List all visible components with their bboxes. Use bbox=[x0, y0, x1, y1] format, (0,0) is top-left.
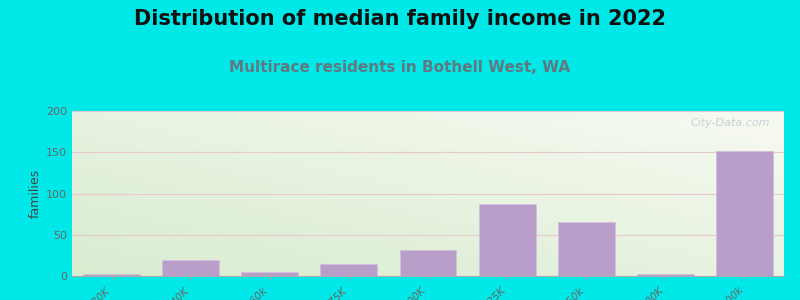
Y-axis label: families: families bbox=[29, 169, 42, 218]
Bar bbox=[321, 265, 378, 276]
Bar bbox=[637, 274, 694, 276]
Bar bbox=[478, 204, 535, 276]
Bar bbox=[162, 260, 219, 276]
Bar bbox=[399, 250, 457, 276]
Bar bbox=[716, 151, 773, 276]
Bar bbox=[558, 221, 614, 276]
Text: Multirace residents in Bothell West, WA: Multirace residents in Bothell West, WA bbox=[230, 60, 570, 75]
Bar bbox=[242, 272, 298, 276]
Bar bbox=[83, 274, 140, 276]
Text: Distribution of median family income in 2022: Distribution of median family income in … bbox=[134, 9, 666, 29]
Text: City-Data.com: City-Data.com bbox=[690, 118, 770, 128]
